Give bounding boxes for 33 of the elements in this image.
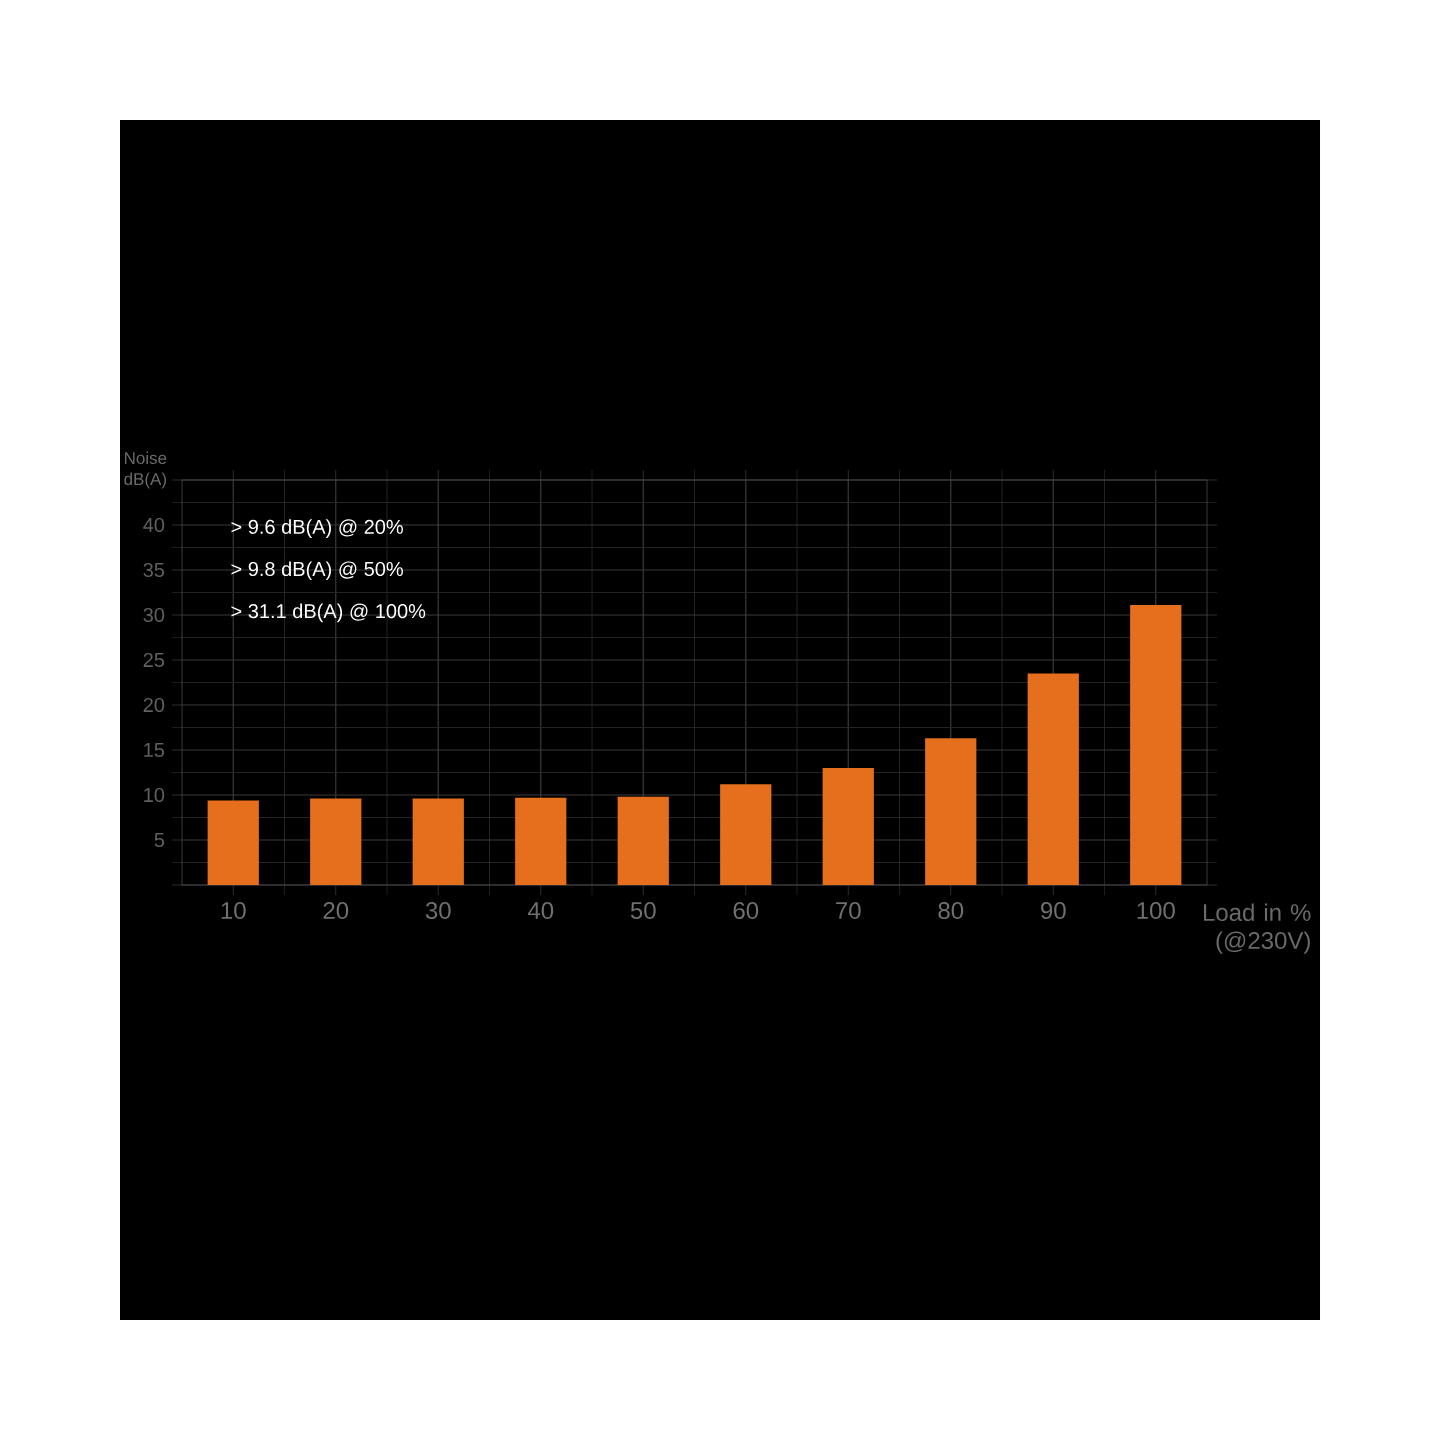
y-tick-label: 25 — [143, 652, 165, 668]
x-tick-label: 60 — [733, 902, 759, 920]
x-tick-label: 100 — [1137, 902, 1175, 920]
bar — [1130, 605, 1182, 885]
x-tick-label: 50 — [630, 902, 656, 920]
y-tick-label: 5 — [154, 833, 165, 847]
bar — [822, 767, 874, 885]
y-tick-label: 20 — [143, 697, 165, 713]
x-tick-label: 80 — [938, 902, 964, 920]
bar — [412, 798, 464, 885]
y-tick-label: 15 — [144, 743, 165, 757]
bar — [925, 738, 977, 885]
y-tick-label: 10 — [144, 787, 165, 803]
x-tick-label: 70 — [836, 902, 861, 920]
x-tick-label: 90 — [1041, 902, 1066, 920]
y-tick-label: 35 — [143, 562, 165, 578]
bar — [310, 798, 362, 885]
y-axis-title: Noise dB(A) — [124, 451, 167, 489]
bar — [207, 800, 259, 885]
bar — [617, 796, 669, 885]
x-tick-label: 10 — [221, 902, 246, 920]
bar — [720, 784, 772, 885]
annotation: > 9.8 dB(A) @ 50% — [231, 561, 403, 581]
x-tick-label: 30 — [425, 902, 451, 920]
annotation: > 31.1 dB(A) @ 100% — [231, 603, 426, 623]
bar — [515, 797, 567, 885]
y-tick-label: 30 — [143, 607, 165, 623]
x-tick-label: 20 — [323, 902, 349, 920]
bar — [1027, 673, 1079, 885]
annotation: > 9.6 dB(A) @ 20% — [231, 519, 403, 538]
y-tick-label: 40 — [143, 517, 165, 533]
x-tick-label: 40 — [527, 902, 554, 920]
x-axis-title: Load in % (@230V) — [1203, 903, 1311, 954]
